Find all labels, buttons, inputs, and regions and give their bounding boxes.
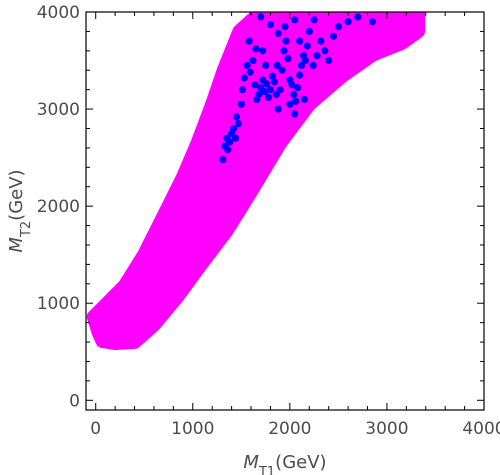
magenta-region-layer	[86, 12, 425, 350]
y-axis-label-sub: T2	[19, 221, 34, 238]
plot-frame	[85, 11, 485, 411]
x-axis-label-sub: T1	[258, 465, 275, 475]
blue-data-point	[329, 32, 338, 40]
blue-data-point	[303, 42, 311, 50]
blue-data-point	[237, 100, 245, 108]
x-tick-label: 0	[90, 419, 101, 439]
blue-data-point	[240, 74, 248, 82]
blue-data-point	[278, 66, 286, 74]
blue-data-point	[231, 134, 240, 142]
blue-data-point	[243, 61, 251, 69]
blue-data-point	[288, 81, 296, 89]
blue-data-point	[270, 78, 278, 86]
x-axis-label-main: M	[243, 452, 259, 473]
blue-data-point	[266, 86, 274, 94]
blue-data-point	[292, 97, 300, 105]
blue-data-point	[224, 146, 232, 154]
x-tick-label: 1000	[171, 419, 214, 439]
blue-data-point	[219, 156, 227, 164]
y-tick-label: 4000	[37, 3, 80, 23]
blue-data-point	[297, 61, 306, 69]
blue-data-point	[264, 93, 273, 101]
x-axis-label: MT1(GeV)	[243, 452, 326, 475]
blue-data-point	[252, 45, 260, 53]
blue-data-point	[234, 120, 242, 128]
blue-data-point	[286, 100, 294, 108]
blue-data-point	[305, 27, 313, 35]
blue-data-point	[291, 110, 299, 118]
magenta-region	[86, 12, 425, 350]
blue-data-point	[290, 90, 298, 99]
blue-data-point	[296, 71, 304, 79]
blue-data-point	[321, 47, 329, 55]
blue-data-point	[230, 124, 238, 133]
blue-data-point	[354, 13, 362, 21]
blue-data-point	[232, 113, 241, 121]
blue-data-point	[263, 80, 271, 88]
blue-data-point	[245, 37, 253, 45]
blue-data-point	[300, 95, 308, 103]
x-tick-label: 3000	[365, 419, 408, 439]
blue-data-point	[294, 84, 302, 92]
blue-data-point	[268, 72, 276, 80]
blue-data-point	[296, 37, 304, 45]
blue-data-point	[291, 16, 299, 24]
blue-data-point	[249, 56, 257, 65]
blue-points-layer	[219, 13, 376, 164]
y-tick-label: 3000	[37, 100, 80, 120]
blue-data-point	[226, 138, 234, 146]
blue-data-point	[238, 86, 246, 94]
y-axis-label-main: M	[6, 237, 27, 253]
blue-data-point	[325, 56, 333, 65]
blue-data-point	[274, 29, 282, 37]
blue-data-point	[251, 81, 259, 89]
x-tick-label: 2000	[268, 419, 311, 439]
tick-labels-layer: 0 1000 2000 3000 4000 0 1000 2000 3000 4000	[37, 3, 500, 439]
blue-data-point	[313, 52, 321, 60]
blue-data-point	[259, 47, 267, 55]
blue-data-point	[262, 61, 270, 69]
blue-data-point	[276, 86, 284, 94]
ticks-layer	[86, 11, 485, 410]
plot-area	[86, 12, 425, 350]
blue-data-point	[266, 21, 274, 29]
y-tick-label: 0	[69, 391, 80, 411]
x-axis-label-unit: (GeV)	[275, 452, 326, 473]
blue-data-point	[317, 37, 325, 45]
blue-data-point	[273, 61, 281, 69]
x-tick-label: 4000	[462, 419, 500, 439]
blue-data-point	[255, 90, 263, 99]
blue-data-point	[284, 55, 292, 63]
blue-data-point	[257, 13, 265, 21]
y-tick-label: 1000	[37, 294, 80, 314]
blue-data-point	[368, 18, 376, 26]
y-tick-label: 2000	[37, 197, 80, 217]
blue-data-point	[280, 47, 288, 55]
blue-data-point	[246, 68, 254, 76]
blue-data-point	[281, 23, 289, 31]
blue-data-point	[334, 23, 342, 31]
y-axis-label-unit: (GeV)	[6, 169, 27, 220]
blue-data-point	[272, 90, 280, 99]
blue-data-point	[282, 37, 290, 45]
blue-data-point	[309, 61, 317, 69]
blue-data-point	[310, 16, 318, 24]
blue-data-point	[344, 18, 352, 26]
blue-data-point	[301, 56, 309, 65]
blue-data-point	[274, 105, 282, 113]
y-axis-label: MT2(GeV)	[6, 169, 34, 252]
blue-data-point	[261, 88, 269, 96]
